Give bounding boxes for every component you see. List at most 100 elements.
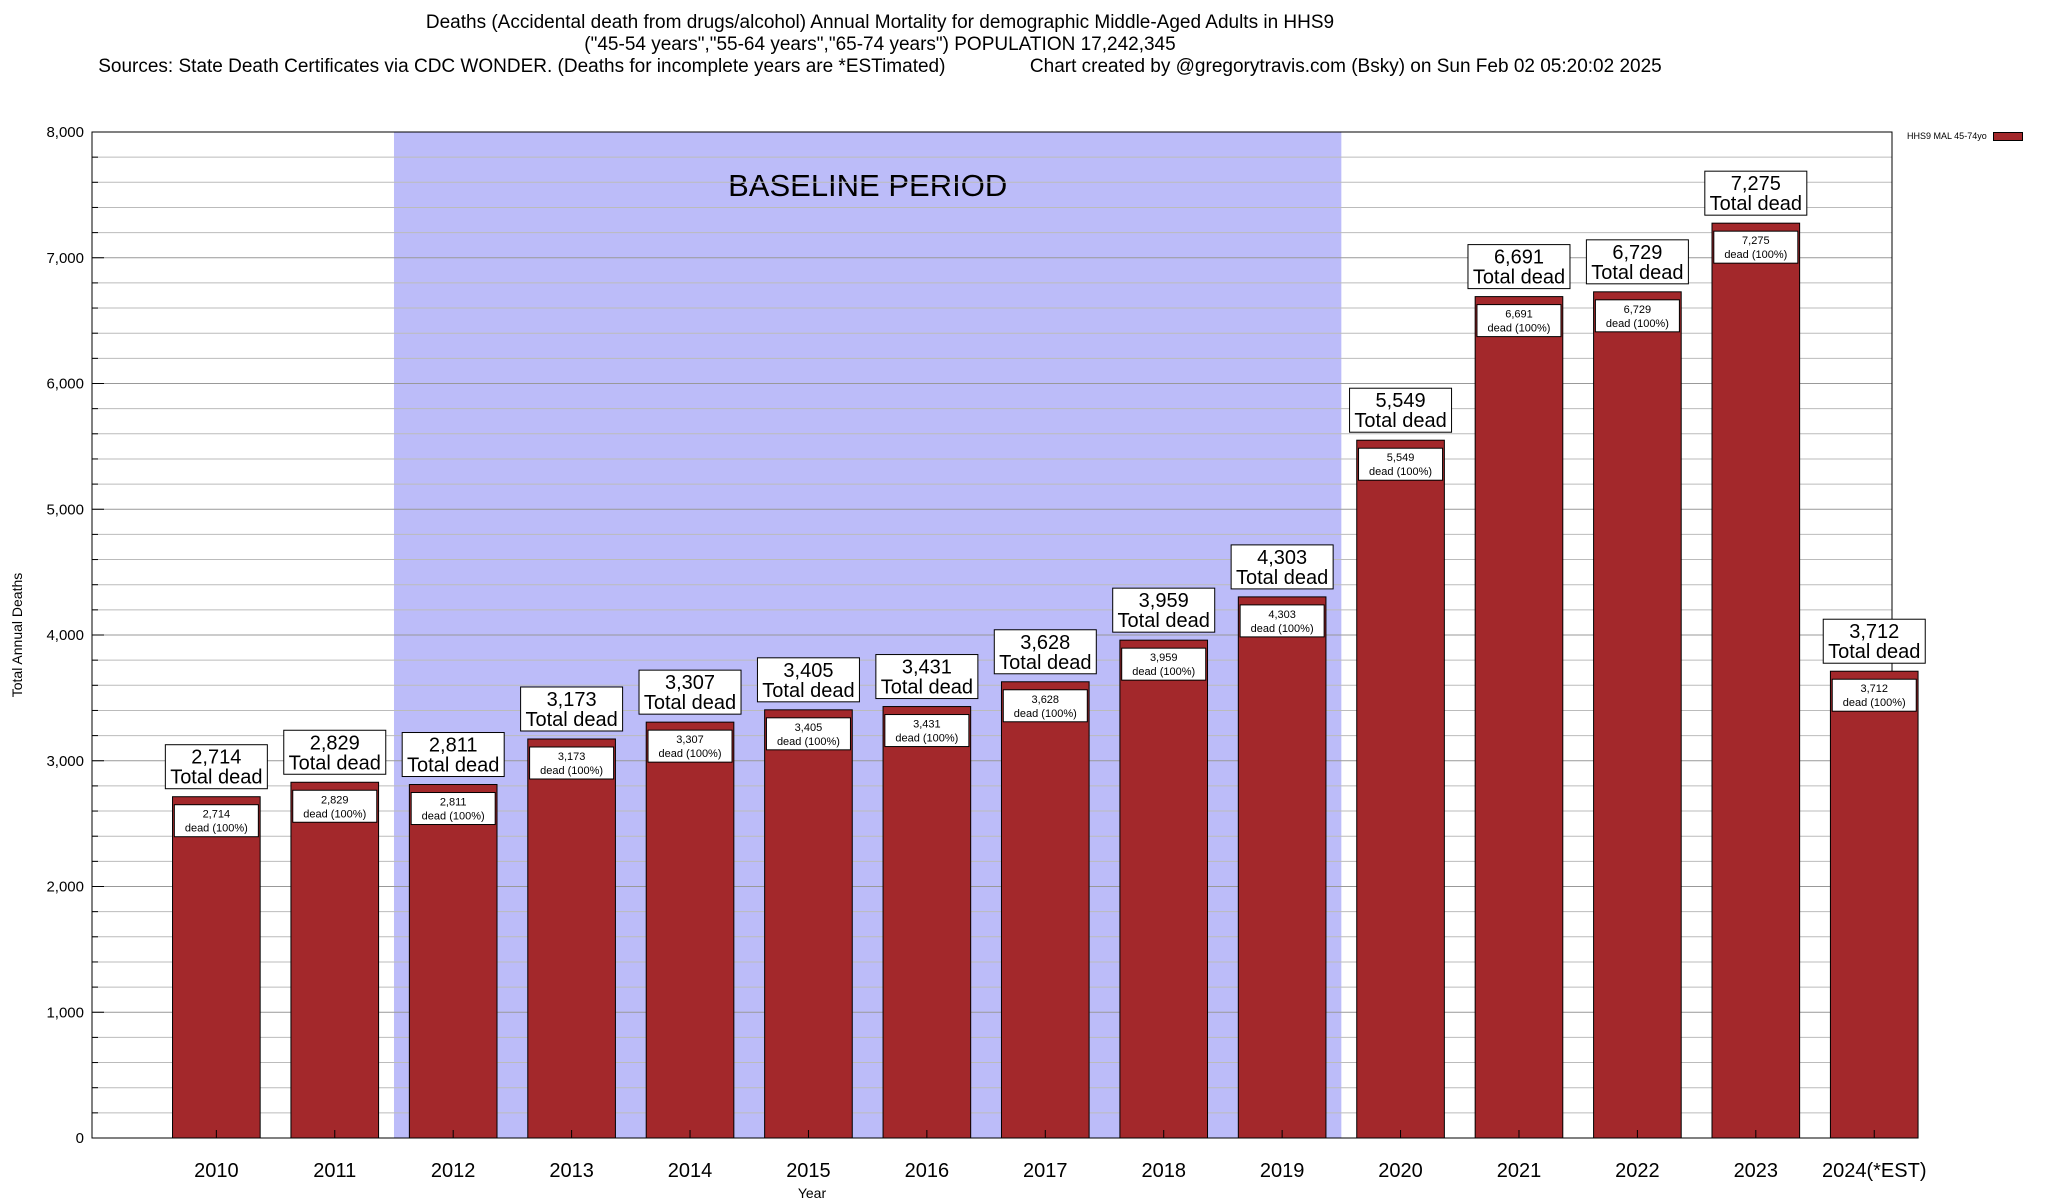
credit-note: Chart created by @gregorytravis.com (Bsk…: [1029, 56, 1662, 77]
total-value-label: 3,628: [1020, 632, 1070, 654]
bar: [645, 721, 735, 1139]
total-dead-label: Total dead: [1236, 567, 1328, 589]
bar-inner-label: dead (100%): [659, 748, 722, 760]
y-tick-label: 8,000: [46, 124, 84, 141]
total-value-label: 7,275: [1731, 173, 1781, 195]
x-tick-label: 2021: [1497, 1160, 1542, 1182]
bar-inner-value: 3,405: [795, 722, 823, 734]
bar: [882, 706, 972, 1139]
bar-inner-label: dead (100%): [185, 823, 248, 835]
bar-inner-label-box: [1002, 689, 1088, 723]
total-value-label: 3,405: [783, 660, 833, 682]
x-tick-label: 2019: [1260, 1160, 1305, 1182]
total-label-box: [520, 686, 624, 732]
bar-inner-label-box: [884, 714, 970, 748]
bar: [1119, 639, 1209, 1139]
x-tick-label: 2017: [1023, 1160, 1068, 1182]
bar-inner-value: 3,431: [913, 719, 941, 731]
total-dead-label: Total dead: [644, 692, 736, 714]
y-tick-label: 4,000: [46, 627, 84, 644]
bar-inner-value: 6,729: [1624, 304, 1652, 316]
total-label-box: [1467, 244, 1571, 290]
total-value-label: 3,173: [547, 689, 597, 711]
bar: [1237, 596, 1327, 1139]
bar-inner-value: 5,549: [1387, 452, 1415, 464]
total-label-box: [1112, 587, 1216, 633]
total-dead-label: Total dead: [1828, 641, 1920, 663]
bar: [172, 796, 261, 1139]
total-dead-label: Total dead: [525, 709, 617, 731]
bar-inner-label: dead (100%): [777, 736, 840, 748]
bar-inner-label-box: [529, 746, 615, 780]
baseline-label: BASELINE PERIOD: [728, 168, 1007, 203]
x-tick-label: 2024(*EST): [1822, 1160, 1927, 1182]
total-dead-label: Total dead: [289, 752, 381, 774]
legend: HHS9 MAL 45-74yo: [1907, 131, 2023, 141]
bar-inner-value: 4,303: [1268, 609, 1296, 621]
bar: [527, 738, 616, 1139]
x-tick-label: 2011: [313, 1160, 356, 1182]
bar: [1000, 681, 1090, 1139]
total-dead-label: Total dead: [1591, 262, 1683, 284]
bar-inner-label-box: [647, 729, 733, 763]
total-label-box: [1704, 170, 1808, 216]
bar-inner-value: 2,811: [440, 797, 467, 809]
y-tick-label: 6,000: [46, 376, 84, 393]
total-label-box: [1349, 387, 1453, 433]
bar-inner-value: 2,829: [321, 794, 349, 806]
total-label-box: [1585, 239, 1689, 285]
bar-inner-label: dead (100%): [1843, 697, 1906, 709]
bar: [408, 784, 498, 1139]
source-note: Sources: State Death Certificates via CD…: [98, 56, 946, 77]
bar: [290, 781, 380, 1139]
legend-swatch: [1992, 131, 2023, 141]
bar-inner-label: dead (100%): [422, 811, 485, 823]
bar-inner-label-box: [1239, 604, 1325, 638]
bar-inner-label: dead (100%): [1251, 623, 1314, 635]
total-dead-label: Total dead: [407, 755, 499, 777]
bar-inner-label: dead (100%): [1132, 666, 1195, 678]
total-value-label: 3,712: [1849, 621, 1899, 643]
bar-inner-value: 6,691: [1505, 309, 1533, 321]
bar-inner-label-box: [1831, 678, 1917, 712]
total-dead-label: Total dead: [1354, 410, 1446, 432]
total-value-label: 3,431: [902, 657, 952, 679]
bar-inner-label: dead (100%): [895, 733, 958, 745]
y-tick-label: 5,000: [46, 501, 84, 518]
total-label-box: [993, 629, 1097, 675]
y-tick-label: 7,000: [46, 250, 84, 267]
total-dead-label: Total dead: [1473, 267, 1565, 289]
total-label-box: [283, 729, 387, 775]
legend-label: HHS9 MAL 45-74yo: [1907, 131, 1987, 141]
total-value-label: 5,549: [1376, 390, 1426, 412]
bar-inner-label: dead (100%): [1606, 318, 1669, 330]
x-tick-label: 2014: [668, 1160, 713, 1182]
total-value-label: 2,811: [429, 735, 478, 757]
bar-inner-value: 7,275: [1742, 235, 1770, 247]
bar-inner-label-box: [173, 804, 259, 838]
total-label-box: [638, 669, 742, 715]
total-dead-label: Total dead: [1710, 193, 1802, 215]
bar-inner-value: 3,959: [1150, 652, 1178, 664]
total-label-box: [1822, 618, 1926, 664]
total-value-label: 6,691: [1494, 247, 1544, 269]
total-label-box: [875, 654, 979, 700]
bar: [1593, 291, 1682, 1139]
bar-inner-value: 3,628: [1032, 694, 1060, 706]
y-tick-label: 1,000: [46, 1004, 84, 1021]
total-value-label: 2,829: [310, 732, 360, 754]
total-value-label: 4,303: [1257, 547, 1307, 569]
x-tick-label: 2012: [431, 1160, 476, 1182]
bar: [764, 709, 853, 1139]
x-tick-label: 2010: [194, 1160, 239, 1182]
bar-inner-label-box: [1594, 299, 1680, 333]
total-dead-label: Total dead: [999, 652, 1091, 674]
bar-inner-label: dead (100%): [540, 765, 603, 777]
bar-inner-value: 3,173: [558, 751, 586, 763]
x-tick-label: 2022: [1615, 1160, 1660, 1182]
total-label-box: [756, 657, 860, 703]
bar-inner-label: dead (100%): [1369, 466, 1432, 478]
title-line-2: ("45-54 years","55-64 years","65-74 year…: [584, 34, 1176, 55]
bar-inner-value: 3,307: [676, 734, 704, 746]
